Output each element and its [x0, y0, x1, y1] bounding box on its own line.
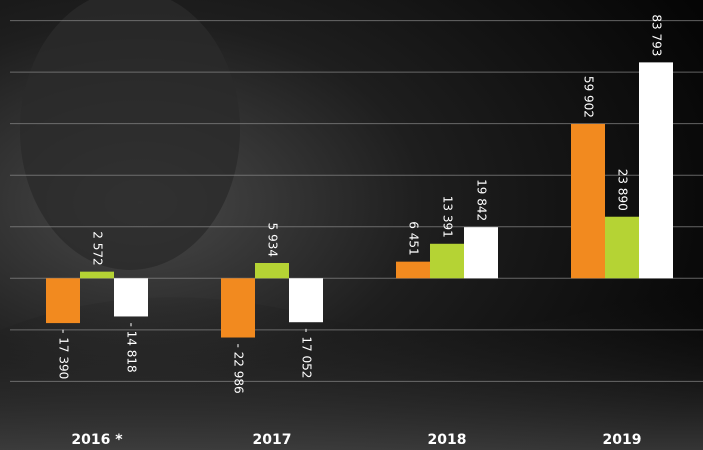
bar — [464, 227, 498, 278]
bar — [639, 62, 673, 278]
page: 2016 * - 17 390 2 572 - 14 818 2017 - 22 986 5… — [0, 0, 703, 450]
bar — [221, 278, 255, 337]
chart: 2016 * - 17 390 2 572 - 14 818 2017 - 22 986 5… — [0, 0, 703, 450]
bar — [46, 278, 80, 323]
data-label: 2 572 — [91, 231, 105, 265]
x-tick-label: 2018 — [428, 432, 467, 448]
bar — [114, 278, 148, 316]
bar — [80, 272, 114, 279]
bar — [430, 244, 464, 279]
data-label: - 17 052 — [300, 328, 314, 378]
data-label: 83 793 — [650, 14, 664, 56]
x-tick-label: 2019 — [603, 432, 642, 448]
bar — [605, 217, 639, 279]
bar — [289, 278, 323, 322]
data-label: 13 391 — [441, 196, 455, 238]
x-tick-label: 2016 * — [71, 432, 123, 448]
bar — [396, 262, 430, 279]
x-tick-label: 2017 — [253, 432, 292, 448]
bar — [255, 263, 289, 278]
data-label: 6 451 — [407, 221, 421, 255]
data-label: - 17 390 — [57, 329, 71, 379]
data-label: 23 890 — [616, 169, 630, 211]
data-label: 19 842 — [475, 179, 489, 221]
head-silhouette — [20, 0, 240, 270]
data-label: - 14 818 — [125, 322, 139, 372]
bar — [571, 124, 605, 278]
data-label: 59 902 — [582, 76, 596, 118]
data-label: - 22 986 — [232, 344, 246, 394]
data-label: 5 934 — [266, 223, 280, 257]
